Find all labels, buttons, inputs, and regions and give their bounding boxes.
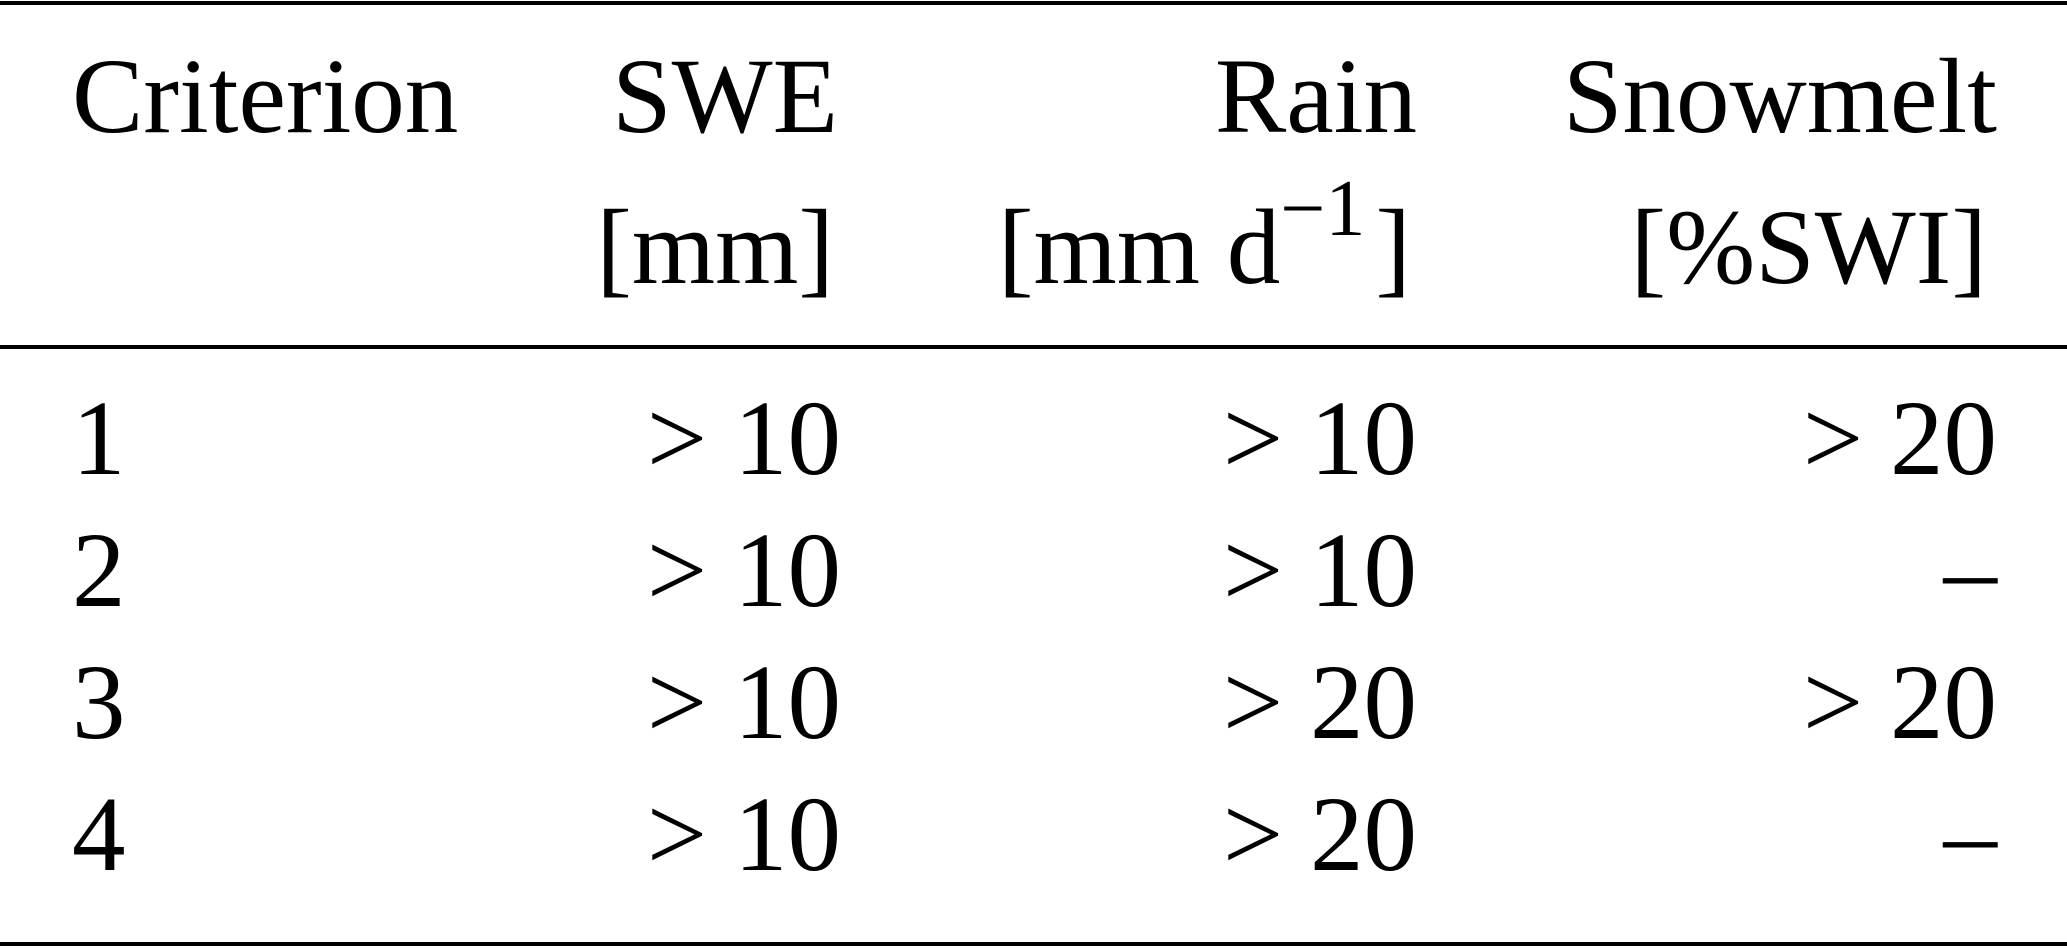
- table-cell: > 20: [1803, 380, 1997, 498]
- header-cell: Rain: [1215, 38, 1417, 156]
- table-cell: –: [1943, 512, 1999, 630]
- unit-text: ]: [1375, 189, 1411, 307]
- table-cell: > 10: [647, 380, 841, 498]
- header-unit: [mm]: [596, 189, 834, 307]
- table-cell: > 10: [647, 512, 841, 630]
- header-unit: [mm d−1]: [998, 165, 1411, 307]
- header-unit: [%SWI]: [1630, 189, 1987, 307]
- table-cell: > 20: [1223, 776, 1417, 894]
- table-cell: > 10: [1223, 512, 1417, 630]
- table-cell: > 20: [1803, 644, 1997, 762]
- header-cell: SWE: [612, 38, 838, 156]
- table-cell: 4: [72, 776, 126, 894]
- unit-text: [mm d: [998, 189, 1280, 307]
- table-cell: > 10: [647, 644, 841, 762]
- table-cell: > 10: [1223, 380, 1417, 498]
- table-cell: > 10: [647, 776, 841, 894]
- unit-superscript: −1: [1280, 165, 1365, 253]
- header-cell: Snowmelt: [1563, 38, 1997, 156]
- table-cell: 3: [72, 644, 126, 762]
- table-cell: –: [1943, 776, 1999, 894]
- table-cell: 1: [72, 380, 126, 498]
- header-cell: Criterion: [72, 38, 458, 156]
- table-cell: > 20: [1223, 644, 1417, 762]
- table-cell: 2: [72, 512, 126, 630]
